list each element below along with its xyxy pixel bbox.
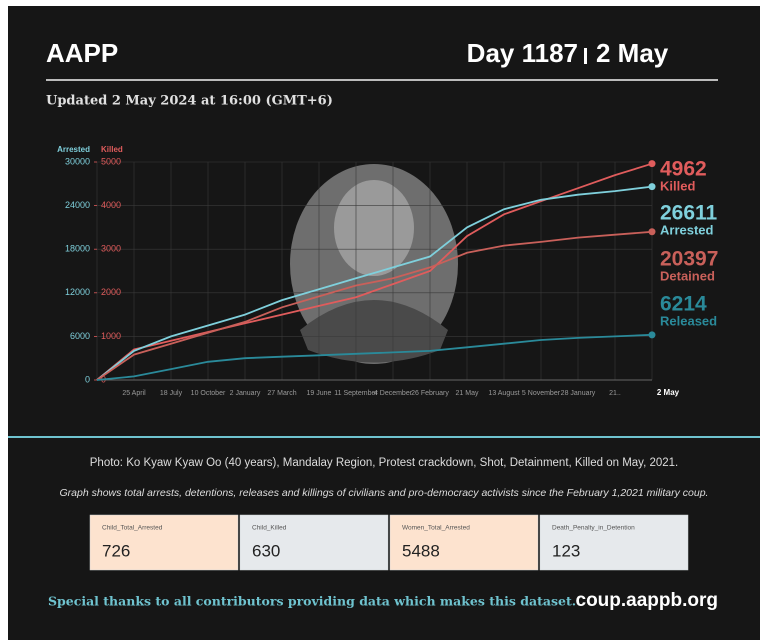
x-tick-label: 25 April xyxy=(122,390,146,397)
day: Day 1187 xyxy=(467,38,578,68)
stat-card xyxy=(89,514,239,571)
x-tick-label: 27 March xyxy=(267,390,296,397)
y-tick-label: 30000 xyxy=(65,156,90,166)
x-tick-label: 10 October xyxy=(191,390,226,397)
updated: Updated 2 May 2024 at 16:00 (GMT+6) xyxy=(46,94,333,109)
y2-axis-label: Killed xyxy=(101,145,123,154)
x-tick-label: 2 May xyxy=(657,388,680,397)
end-name: Detained xyxy=(660,268,715,283)
y-tick-label: 0 xyxy=(85,374,90,384)
y2-tick-label: 3000 xyxy=(101,244,121,254)
series-line xyxy=(96,185,653,381)
stats: Child_Total_Arrested 726 Child_Killed 630 Wo… xyxy=(89,514,689,571)
photo-face xyxy=(334,180,414,276)
stat-card xyxy=(539,514,689,571)
url: coup.aappb.org xyxy=(576,590,719,611)
end-name: Arrested xyxy=(660,222,714,237)
y2-tick-label: 2000 xyxy=(101,287,121,297)
end-marker xyxy=(648,228,656,236)
end-name: Released xyxy=(660,313,717,328)
x-tick-label: 26 February xyxy=(411,390,449,397)
end-value: 6214 xyxy=(660,293,707,316)
series-line xyxy=(96,162,653,381)
y-axis-label: Arrested xyxy=(57,145,90,154)
x-tick-label: 4 December xyxy=(374,390,413,397)
y2-tick-label: 5000 xyxy=(101,156,121,166)
end-marker xyxy=(648,331,656,339)
end-value: 20397 xyxy=(660,248,718,271)
stat-label: Women_Total_Arrested xyxy=(402,525,470,532)
y-tick-label: 24000 xyxy=(65,200,90,210)
end-marker xyxy=(648,183,656,191)
stat-card xyxy=(239,514,389,571)
stat-label: Child_Killed xyxy=(252,525,287,532)
stat-value: 123 xyxy=(552,541,580,560)
thanks: Special thanks to all contributors provi… xyxy=(48,594,576,609)
title: AAPP xyxy=(46,38,118,68)
separator xyxy=(584,48,587,64)
end-marker xyxy=(648,160,656,168)
caption: Photo: Ko Kyaw Kyaw Oo (40 years), Manda… xyxy=(90,457,679,469)
chart: 25 April 18 July 10 October 2 January 27 Mar… xyxy=(57,145,718,397)
end-value: 26611 xyxy=(660,202,718,225)
stat-value: 5488 xyxy=(402,541,440,560)
y-tick-label: 6000 xyxy=(70,331,90,341)
x-tick-label: 13 August xyxy=(488,390,519,397)
x-tick-label: 21 May xyxy=(456,390,479,397)
stat-value: 726 xyxy=(102,541,130,560)
y2-tick-label: 1000 xyxy=(101,331,121,341)
end-name: Killed xyxy=(660,178,695,193)
date: 2 May xyxy=(596,38,669,68)
stat-label: Death_Penalty_in_Detention xyxy=(552,525,635,532)
x-tick-label: 2 January xyxy=(230,390,261,397)
y-tick-label: 18000 xyxy=(65,244,90,254)
stat-label: Child_Total_Arrested xyxy=(102,525,163,532)
series-line xyxy=(96,230,653,381)
note: Graph shows total arrests, detentions, r… xyxy=(60,487,709,499)
x-tick-label: 19 June xyxy=(307,390,332,397)
x-tick-label: 21.. xyxy=(609,390,621,397)
y2-tick-label: 4000 xyxy=(101,200,121,210)
x-tick-label: 11 September xyxy=(334,390,378,397)
stat-value: 630 xyxy=(252,541,280,560)
x-tick-label: 18 July xyxy=(160,390,183,397)
stat-card xyxy=(389,514,539,571)
x-tick-label: 5 November xyxy=(522,390,561,397)
end-value: 4962 xyxy=(660,158,707,181)
series-line xyxy=(96,333,653,381)
x-tick-label: 28 January xyxy=(561,390,596,397)
y-tick-label: 12000 xyxy=(65,287,90,297)
photo-body xyxy=(300,300,448,363)
